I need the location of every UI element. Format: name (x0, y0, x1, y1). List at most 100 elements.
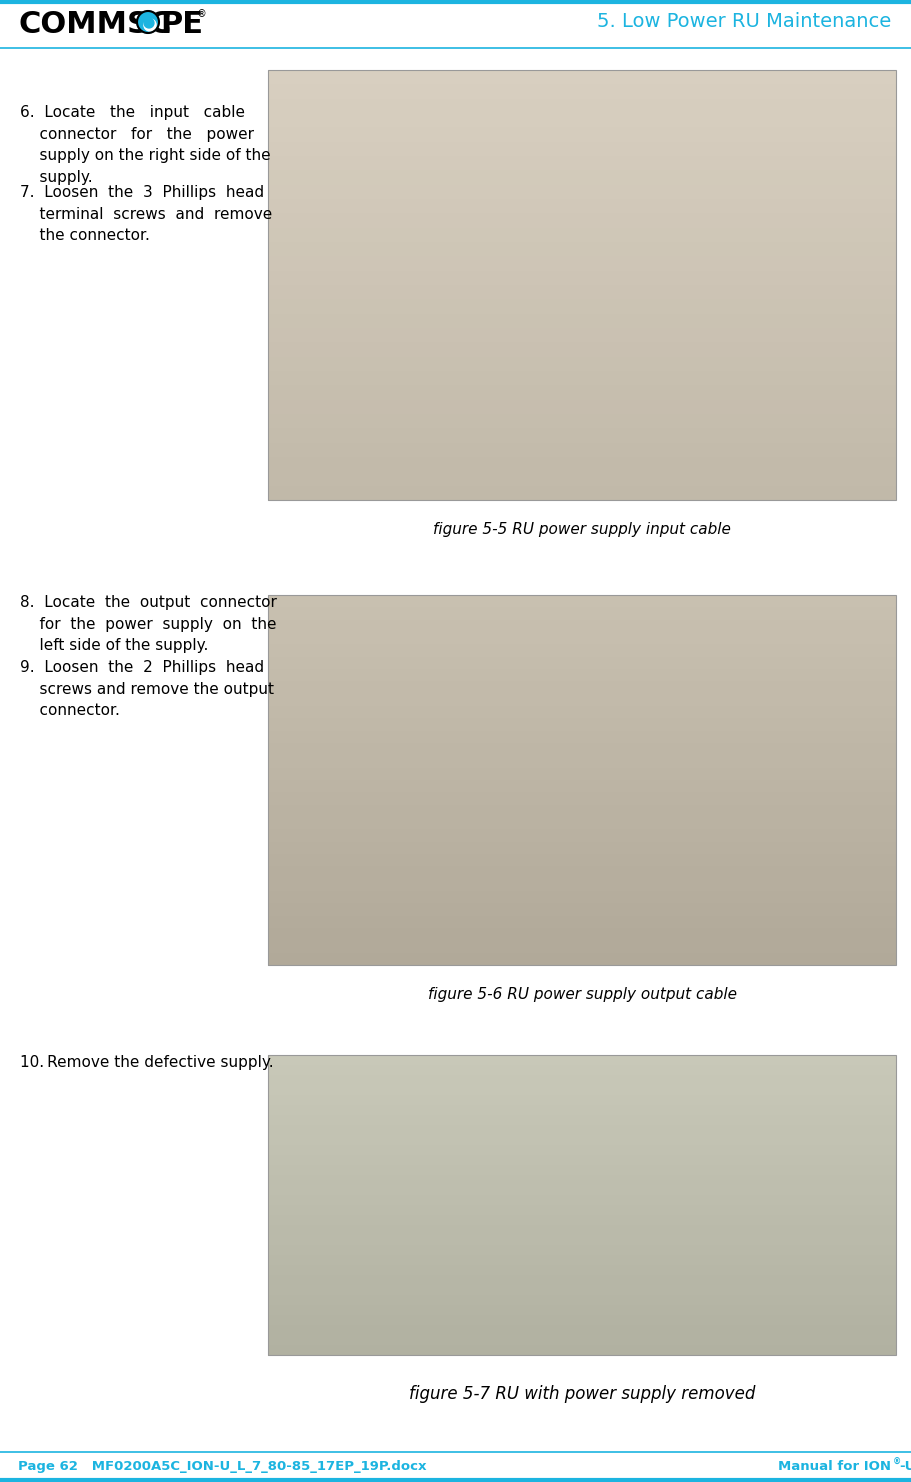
Bar (268, 357, 896, 372)
Bar (268, 156, 896, 172)
Bar (268, 1226, 896, 1236)
Bar (268, 1306, 896, 1316)
Bar (268, 1135, 896, 1146)
Bar (268, 768, 896, 781)
Text: figure 5-5 RU power supply input cable: figure 5-5 RU power supply input cable (433, 522, 731, 536)
Bar (268, 719, 896, 732)
Bar (268, 1186, 896, 1196)
Bar (268, 1066, 896, 1076)
Bar (268, 256, 896, 271)
Bar (268, 443, 896, 458)
Bar (268, 199, 896, 215)
Bar (268, 1125, 896, 1137)
Text: ®: ® (893, 1458, 901, 1467)
Bar (268, 742, 896, 756)
Text: figure 5-7 RU with power supply removed: figure 5-7 RU with power supply removed (409, 1386, 755, 1403)
Bar (268, 84, 896, 99)
Bar (268, 1266, 896, 1276)
Bar (268, 694, 896, 707)
Bar (268, 842, 896, 855)
Bar (268, 1325, 896, 1335)
Bar (268, 400, 896, 415)
Bar (268, 904, 896, 917)
Bar (268, 271, 896, 286)
Bar (268, 941, 896, 953)
Bar (268, 1114, 896, 1126)
Bar (268, 1106, 896, 1116)
Bar (268, 631, 896, 645)
Bar (268, 127, 896, 142)
Text: COMMSC: COMMSC (18, 10, 171, 39)
Bar (268, 705, 896, 719)
Ellipse shape (137, 10, 159, 33)
Text: figure 5-6 RU power supply output cable: figure 5-6 RU power supply output cable (427, 987, 736, 1002)
Bar (268, 1154, 896, 1166)
Bar (268, 170, 896, 185)
Bar (268, 113, 896, 129)
Bar (268, 142, 896, 157)
Bar (268, 793, 896, 806)
Text: 6.  Locate   the   input   cable
    connector   for   the   power
    supply on: 6. Locate the input cable connector for … (20, 105, 271, 185)
Text: 9.  Loosen  the  2  Phillips  head
    screws and remove the output
    connecto: 9. Loosen the 2 Phillips head screws and… (20, 659, 274, 719)
Bar (268, 1055, 896, 1355)
Bar (268, 953, 896, 966)
Bar (268, 413, 896, 430)
Ellipse shape (144, 18, 154, 28)
Bar (268, 99, 896, 114)
Bar (268, 668, 896, 682)
Bar (268, 916, 896, 929)
Bar (268, 1165, 896, 1177)
Bar (268, 1285, 896, 1295)
Bar (268, 370, 896, 387)
Bar (268, 299, 896, 314)
Bar (268, 830, 896, 843)
Bar (268, 385, 896, 400)
Bar (268, 1335, 896, 1346)
Bar (268, 756, 896, 769)
Bar (268, 1346, 896, 1356)
Bar (268, 1085, 896, 1097)
Bar (268, 608, 896, 621)
Bar (268, 185, 896, 200)
Bar (268, 1095, 896, 1106)
Bar (268, 1295, 896, 1306)
Bar (268, 342, 896, 357)
Bar (268, 731, 896, 744)
Bar (268, 1235, 896, 1246)
Bar (268, 854, 896, 867)
Text: ®: ® (197, 9, 207, 19)
Text: 8.  Locate  the  output  connector
    for  the  power  supply  on  the
    left: 8. Locate the output connector for the p… (20, 594, 277, 654)
Bar (268, 456, 896, 473)
Bar (268, 928, 896, 941)
Bar (268, 657, 896, 670)
Ellipse shape (144, 19, 156, 31)
Text: Manual for ION: Manual for ION (778, 1460, 891, 1473)
Bar (268, 471, 896, 486)
Bar (268, 428, 896, 443)
Bar (268, 1146, 896, 1156)
Bar (268, 805, 896, 818)
Bar (268, 594, 896, 965)
Bar (268, 1215, 896, 1226)
Text: PE: PE (160, 10, 203, 39)
Text: 7.  Loosen  the  3  Phillips  head
    terminal  screws  and  remove
    the con: 7. Loosen the 3 Phillips head terminal s… (20, 185, 272, 243)
Bar (268, 1315, 896, 1326)
Bar (268, 242, 896, 258)
Text: -U: -U (899, 1460, 911, 1473)
Bar (268, 1275, 896, 1286)
Bar (268, 314, 896, 329)
Text: 5. Low Power RU Maintenance: 5. Low Power RU Maintenance (597, 12, 891, 31)
Bar (268, 867, 896, 880)
Bar (268, 891, 896, 904)
Bar (268, 682, 896, 695)
Bar (268, 645, 896, 658)
Bar (268, 1194, 896, 1206)
Bar (268, 1205, 896, 1217)
Bar (268, 780, 896, 793)
Bar (268, 328, 896, 344)
Bar (268, 1074, 896, 1086)
Bar (268, 879, 896, 892)
Bar (268, 70, 896, 499)
Bar (268, 1055, 896, 1066)
Bar (268, 1245, 896, 1257)
